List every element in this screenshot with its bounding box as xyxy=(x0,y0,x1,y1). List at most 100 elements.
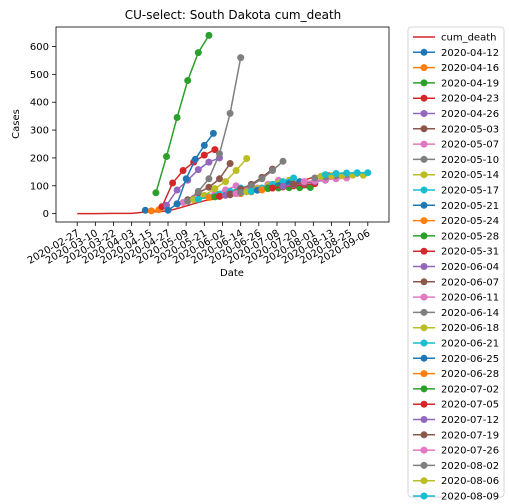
data-point xyxy=(205,175,213,183)
legend-item: 2020-05-14 xyxy=(413,170,499,181)
data-point xyxy=(152,189,160,197)
data-point xyxy=(216,175,223,183)
legend-item: 2020-07-02 xyxy=(413,384,499,395)
y-tick-label: 100 xyxy=(30,181,49,192)
data-point xyxy=(226,109,234,117)
data-point xyxy=(182,175,190,183)
legend-item: 2020-06-18 xyxy=(413,323,499,334)
legend-item: 2020-04-26 xyxy=(413,109,499,120)
legend-marker xyxy=(420,293,428,301)
data-point xyxy=(222,178,229,186)
legend-item: 2020-05-07 xyxy=(413,140,499,151)
data-point xyxy=(332,170,340,177)
data-point xyxy=(179,167,187,174)
legend-label: 2020-05-10 xyxy=(441,155,499,166)
data-point xyxy=(226,191,234,199)
legend-item: 2020-07-12 xyxy=(413,415,499,426)
data-point xyxy=(205,158,213,166)
legend-item: 2020-05-03 xyxy=(413,124,499,135)
data-point xyxy=(209,129,217,137)
data-point xyxy=(173,114,181,121)
data-point xyxy=(173,200,181,208)
legend-item: 2020-05-31 xyxy=(413,247,499,258)
legend-marker xyxy=(420,446,428,454)
legend-label: 2020-05-21 xyxy=(441,201,499,212)
legend-item: 2020-06-07 xyxy=(413,277,499,288)
legend-label: 2020-06-21 xyxy=(441,339,499,350)
legend-label: 2020-06-07 xyxy=(441,277,499,288)
legend-item: 2020-06-21 xyxy=(413,339,499,350)
legend-label: 2020-05-14 xyxy=(441,170,499,181)
legend-item: 2020-05-17 xyxy=(413,186,499,197)
legend-item: cum_death xyxy=(413,33,496,44)
data-point xyxy=(211,146,219,154)
data-point xyxy=(321,171,329,179)
data-point xyxy=(311,174,319,182)
data-point xyxy=(194,195,202,203)
legend-label: 2020-05-03 xyxy=(441,124,499,135)
series-2020-08-09 xyxy=(321,169,372,179)
legend-item: 2020-06-25 xyxy=(413,354,499,365)
legend-label: 2020-06-18 xyxy=(441,323,499,334)
legend-item: 2020-05-24 xyxy=(413,216,499,227)
legend-item: 2020-06-11 xyxy=(413,293,499,304)
legend-marker xyxy=(420,370,428,378)
data-point xyxy=(216,192,223,200)
legend-label: 2020-08-02 xyxy=(441,461,499,472)
y-axis-label: Cases xyxy=(11,109,22,139)
data-point xyxy=(269,184,276,192)
legend-label: 2020-04-26 xyxy=(441,109,499,120)
series-2020-05-21 xyxy=(164,129,217,214)
y-tick-label: 400 xyxy=(30,98,49,109)
legend-label: 2020-04-23 xyxy=(441,94,499,105)
data-point xyxy=(243,155,251,162)
data-point xyxy=(173,186,181,194)
legend-marker xyxy=(420,492,428,500)
legend-label: 2020-04-19 xyxy=(441,78,499,89)
data-point xyxy=(226,160,234,167)
legend-label: 2020-07-02 xyxy=(441,384,499,395)
data-point xyxy=(290,180,298,188)
data-point xyxy=(237,189,245,196)
legend-label: 2020-06-28 xyxy=(441,369,499,380)
data-point xyxy=(211,185,219,193)
legend-item: 2020-04-12 xyxy=(413,48,499,59)
data-point xyxy=(184,77,192,84)
y-tick-label: 600 xyxy=(30,42,49,53)
data-point xyxy=(237,54,245,62)
legend-label: 2020-06-04 xyxy=(441,262,499,273)
legend: cum_death 2020-04-12 2020-04-16 2020-04-19 2… xyxy=(407,26,505,503)
data-point xyxy=(200,141,208,149)
data-point xyxy=(194,49,202,57)
legend-label: 2020-07-26 xyxy=(441,446,499,457)
legend-marker xyxy=(420,247,428,255)
legend-marker xyxy=(420,201,428,209)
legend-marker xyxy=(420,431,428,439)
data-point xyxy=(163,153,170,160)
legend-marker xyxy=(420,94,428,102)
data-point xyxy=(258,186,266,194)
legend-marker xyxy=(420,140,428,148)
data-point xyxy=(269,167,276,174)
legend-label: 2020-05-24 xyxy=(441,216,499,227)
legend-label: 2020-05-31 xyxy=(441,247,499,258)
legend-item: 2020-05-10 xyxy=(413,155,499,166)
legend-marker xyxy=(420,171,428,179)
data-point xyxy=(147,207,155,215)
legend-label: 2020-05-17 xyxy=(441,186,499,197)
data-point xyxy=(194,166,202,174)
legend-label: 2020-06-25 xyxy=(441,354,499,365)
legend-item: 2020-05-21 xyxy=(413,201,499,212)
legend-label: 2020-08-06 xyxy=(441,476,499,487)
series-layer xyxy=(77,31,372,215)
legend-marker xyxy=(420,308,428,316)
data-point xyxy=(232,167,240,174)
legend-item: 2020-04-16 xyxy=(413,63,499,74)
legend-marker xyxy=(420,400,428,408)
data-point xyxy=(194,187,202,195)
data-point xyxy=(141,206,149,214)
legend-label: 2020-07-12 xyxy=(441,415,499,426)
x-axis: 2020-02-272020-03-102020-03-222020-04-03… xyxy=(26,222,372,267)
data-point xyxy=(343,169,351,177)
data-point xyxy=(191,155,199,163)
